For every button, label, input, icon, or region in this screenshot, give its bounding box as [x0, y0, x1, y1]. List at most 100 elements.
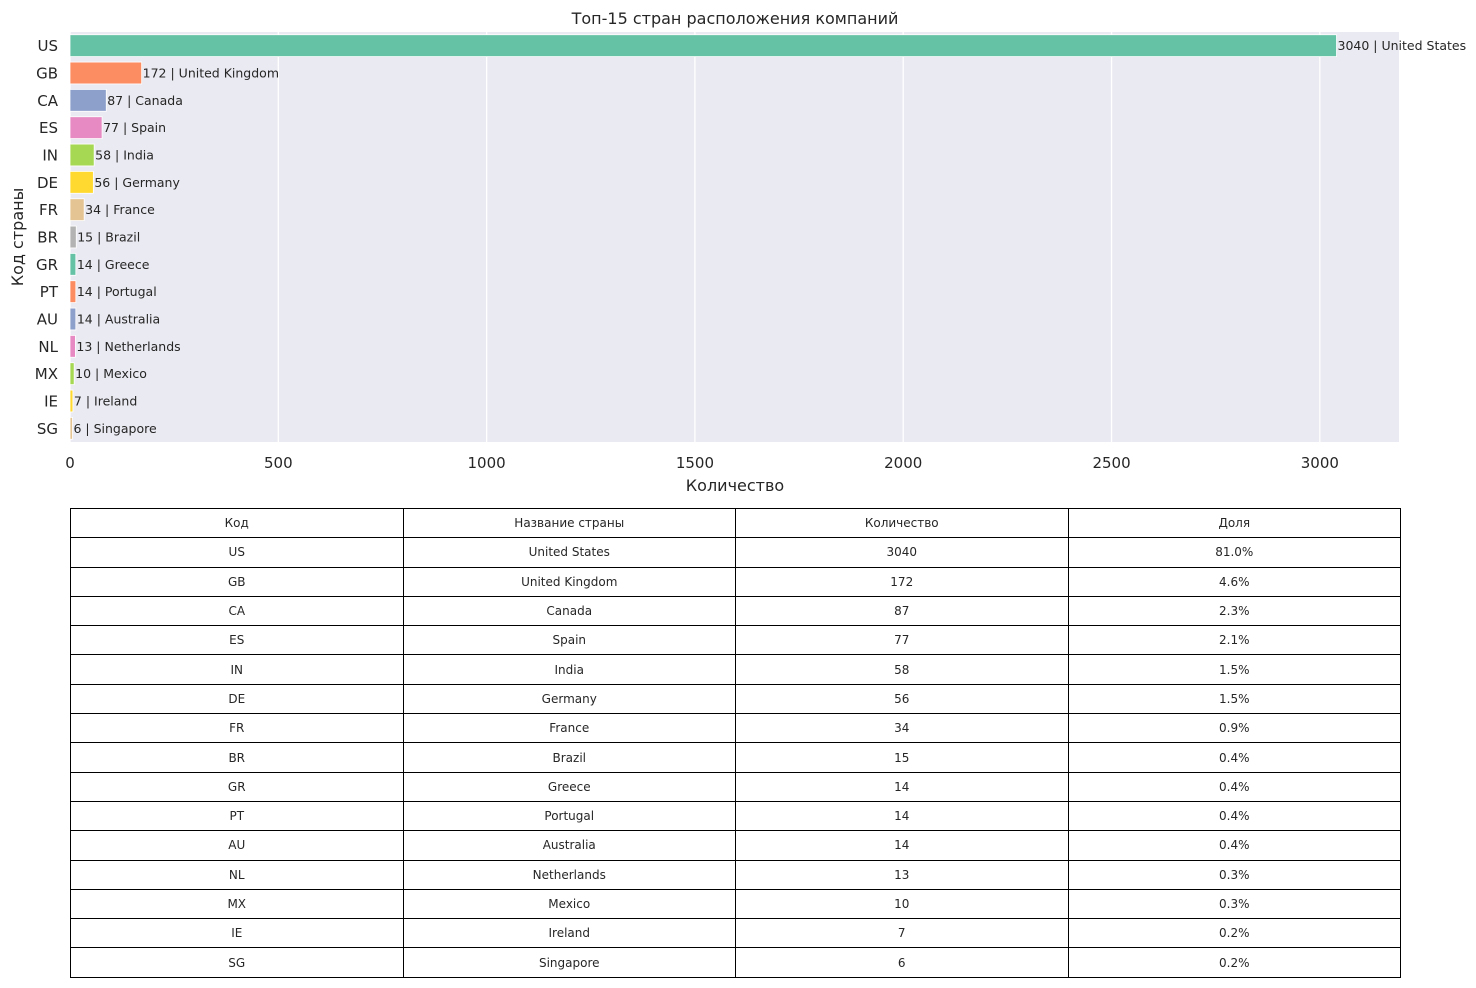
x-tick-label: 1000 [468, 454, 506, 472]
x-tick-labels: 0 500 1000 1500 2000 2500 3000 [65, 454, 1339, 472]
bar-label: 15 | Brazil [77, 230, 140, 245]
cell-country-name: United States [402, 537, 736, 568]
cell-code: AU [70, 830, 404, 861]
bar [69, 116, 103, 139]
cell-share: 0.9% [1067, 713, 1401, 744]
bar-label: 14 | Australia [77, 312, 160, 327]
y-tick-label: ES [39, 119, 58, 137]
cell-code: SG [70, 947, 404, 978]
x-tick-label: 2500 [1092, 454, 1130, 472]
y-tick-label: SG [37, 420, 58, 438]
cell-country-name: Germany [402, 683, 736, 715]
cell-count: 13 [735, 859, 1069, 890]
y-tick-label: AU [37, 311, 58, 329]
x-tick-label: 3000 [1301, 454, 1339, 472]
cell-code: NL [70, 859, 404, 890]
cell-count: 56 [735, 683, 1069, 715]
y-tick-label: CA [37, 92, 58, 110]
bar-chart: Топ-15 стран расположения компаний 3040 … [8, 9, 1467, 495]
cell-count: 15 [735, 742, 1069, 773]
bar [69, 334, 76, 358]
bar [69, 389, 74, 413]
cell-count: 14 [735, 800, 1069, 832]
table-row: GR Greece 14 0.4% [70, 771, 1401, 802]
cell-country-name: Canada [402, 595, 736, 627]
cell-count: 7 [735, 918, 1069, 949]
x-tick-label: 1500 [676, 454, 714, 472]
cell-code: IN [70, 654, 404, 685]
y-tick-label: IE [44, 393, 58, 411]
bar-label: 87 | Canada [107, 93, 183, 108]
bar [69, 225, 77, 249]
plot-area [70, 32, 1399, 442]
bar-label: 7 | Ireland [74, 394, 137, 409]
cell-country-name: India [402, 654, 736, 685]
bar-label: 13 | Netherlands [76, 339, 180, 354]
grid-lines [69, 32, 1321, 442]
cell-share: 0.4% [1067, 830, 1401, 861]
table-row: MX Mexico 10 0.3% [70, 888, 1401, 920]
y-tick-labels: US GB CA ES IN DE FR BR GR PT AU NL MX IE SG [35, 37, 59, 438]
table-row: CA Canada 87 2.3% [70, 595, 1401, 627]
table-row: NL Netherlands 13 0.3% [70, 859, 1401, 890]
cell-code: US [70, 537, 404, 568]
x-tick-label: 500 [264, 454, 293, 472]
table-row: FR France 34 0.9% [70, 713, 1401, 744]
cell-count: 6 [735, 947, 1069, 978]
y-tick-label: MX [35, 365, 58, 383]
bar [69, 170, 94, 194]
cell-country-name: France [402, 713, 736, 744]
cell-code: IE [70, 918, 404, 949]
cell-country-name: United Kingdom [402, 566, 736, 597]
table-row: IN India 58 1.5% [70, 654, 1401, 685]
cell-share: 2.3% [1067, 595, 1401, 627]
cell-code: DE [70, 683, 404, 715]
cell-share: 0.3% [1067, 859, 1401, 890]
bar-label: 58 | India [95, 148, 154, 163]
bar-label: 172 | United Kingdom [143, 66, 279, 81]
header-country-name: Название страны [402, 507, 736, 539]
header-count: Количество [735, 507, 1069, 539]
cell-share: 0.3% [1067, 888, 1401, 920]
cell-code: CA [70, 595, 404, 627]
bar-label: 77 | Spain [103, 120, 166, 135]
bar-label: 14 | Portugal [77, 284, 157, 299]
cell-share: 4.6% [1067, 566, 1401, 597]
table-body: US United States 3040 81.0% GB United Kingdom… [70, 537, 1401, 978]
bar-label: 3040 | United States [1338, 38, 1467, 53]
cell-country-name: Brazil [402, 742, 736, 773]
data-table: Код Название страны Количество Доля US Un… [70, 507, 1401, 978]
bar [69, 280, 77, 304]
header-code: Код [70, 507, 404, 539]
table-row: AU Australia 14 0.4% [70, 830, 1401, 861]
cell-count: 58 [735, 654, 1069, 685]
header-share: Доля [1067, 507, 1401, 539]
cell-country-name: Spain [402, 625, 736, 656]
cell-code: GR [70, 771, 404, 802]
cell-share: 2.1% [1067, 625, 1401, 656]
table-row: BR Brazil 15 0.4% [70, 742, 1401, 773]
cell-code: GB [70, 566, 404, 597]
cell-code: ES [70, 625, 404, 656]
bar-label: 10 | Mexico [75, 366, 147, 381]
bar-label: 34 | France [85, 202, 155, 217]
y-tick-label: IN [42, 147, 58, 165]
y-tick-label: GR [36, 256, 58, 274]
cell-share: 0.4% [1067, 771, 1401, 802]
cell-share: 1.5% [1067, 683, 1401, 715]
cell-share: 0.2% [1067, 918, 1401, 949]
table-row: ES Spain 77 2.1% [70, 625, 1401, 656]
x-axis-label: Количество [686, 476, 784, 495]
table-row: US United States 3040 81.0% [70, 537, 1401, 568]
cell-country-name: Ireland [402, 918, 736, 949]
bar [69, 89, 107, 112]
cell-country-name: Singapore [402, 947, 736, 978]
bar [69, 416, 73, 440]
cell-count: 77 [735, 625, 1069, 656]
bars: 3040 | United States 172 | United Kingdom… [69, 34, 1467, 440]
cell-share: 0.4% [1067, 800, 1401, 832]
y-tick-label: PT [40, 283, 59, 301]
cell-count: 10 [735, 888, 1069, 920]
bar [69, 143, 95, 167]
y-tick-label: BR [37, 229, 58, 247]
